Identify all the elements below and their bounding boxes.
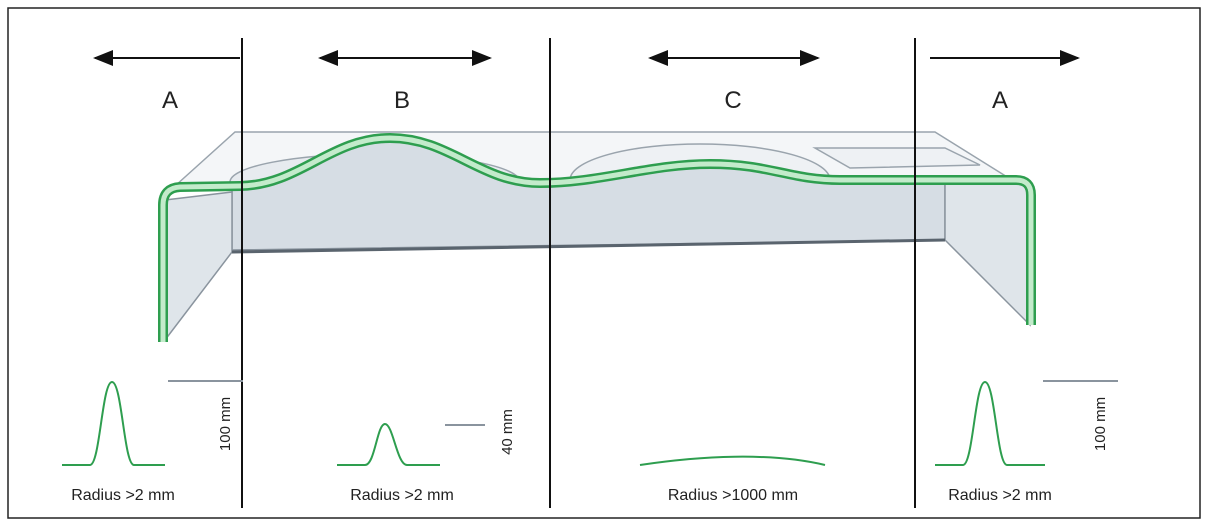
scale-label: 40 mm (499, 409, 516, 455)
scale-label: 100 mm (217, 397, 234, 451)
radius-label: Radius >2 mm (71, 487, 175, 504)
frame (7, 7, 1201, 519)
radius-label: Radius >2 mm (350, 487, 454, 504)
section-label: B (394, 87, 410, 114)
dividers (241, 38, 916, 508)
section-label: C (724, 87, 741, 114)
radius-label: Radius >2 mm (948, 487, 1052, 504)
slab (158, 131, 1036, 343)
scale-label: 100 mm (1092, 397, 1109, 451)
profiles (62, 380, 1045, 466)
section-label: A (162, 87, 178, 114)
radius-label: Radius >1000 mm (668, 487, 798, 504)
scale-bars (168, 380, 1118, 426)
section-label: A (992, 87, 1008, 114)
